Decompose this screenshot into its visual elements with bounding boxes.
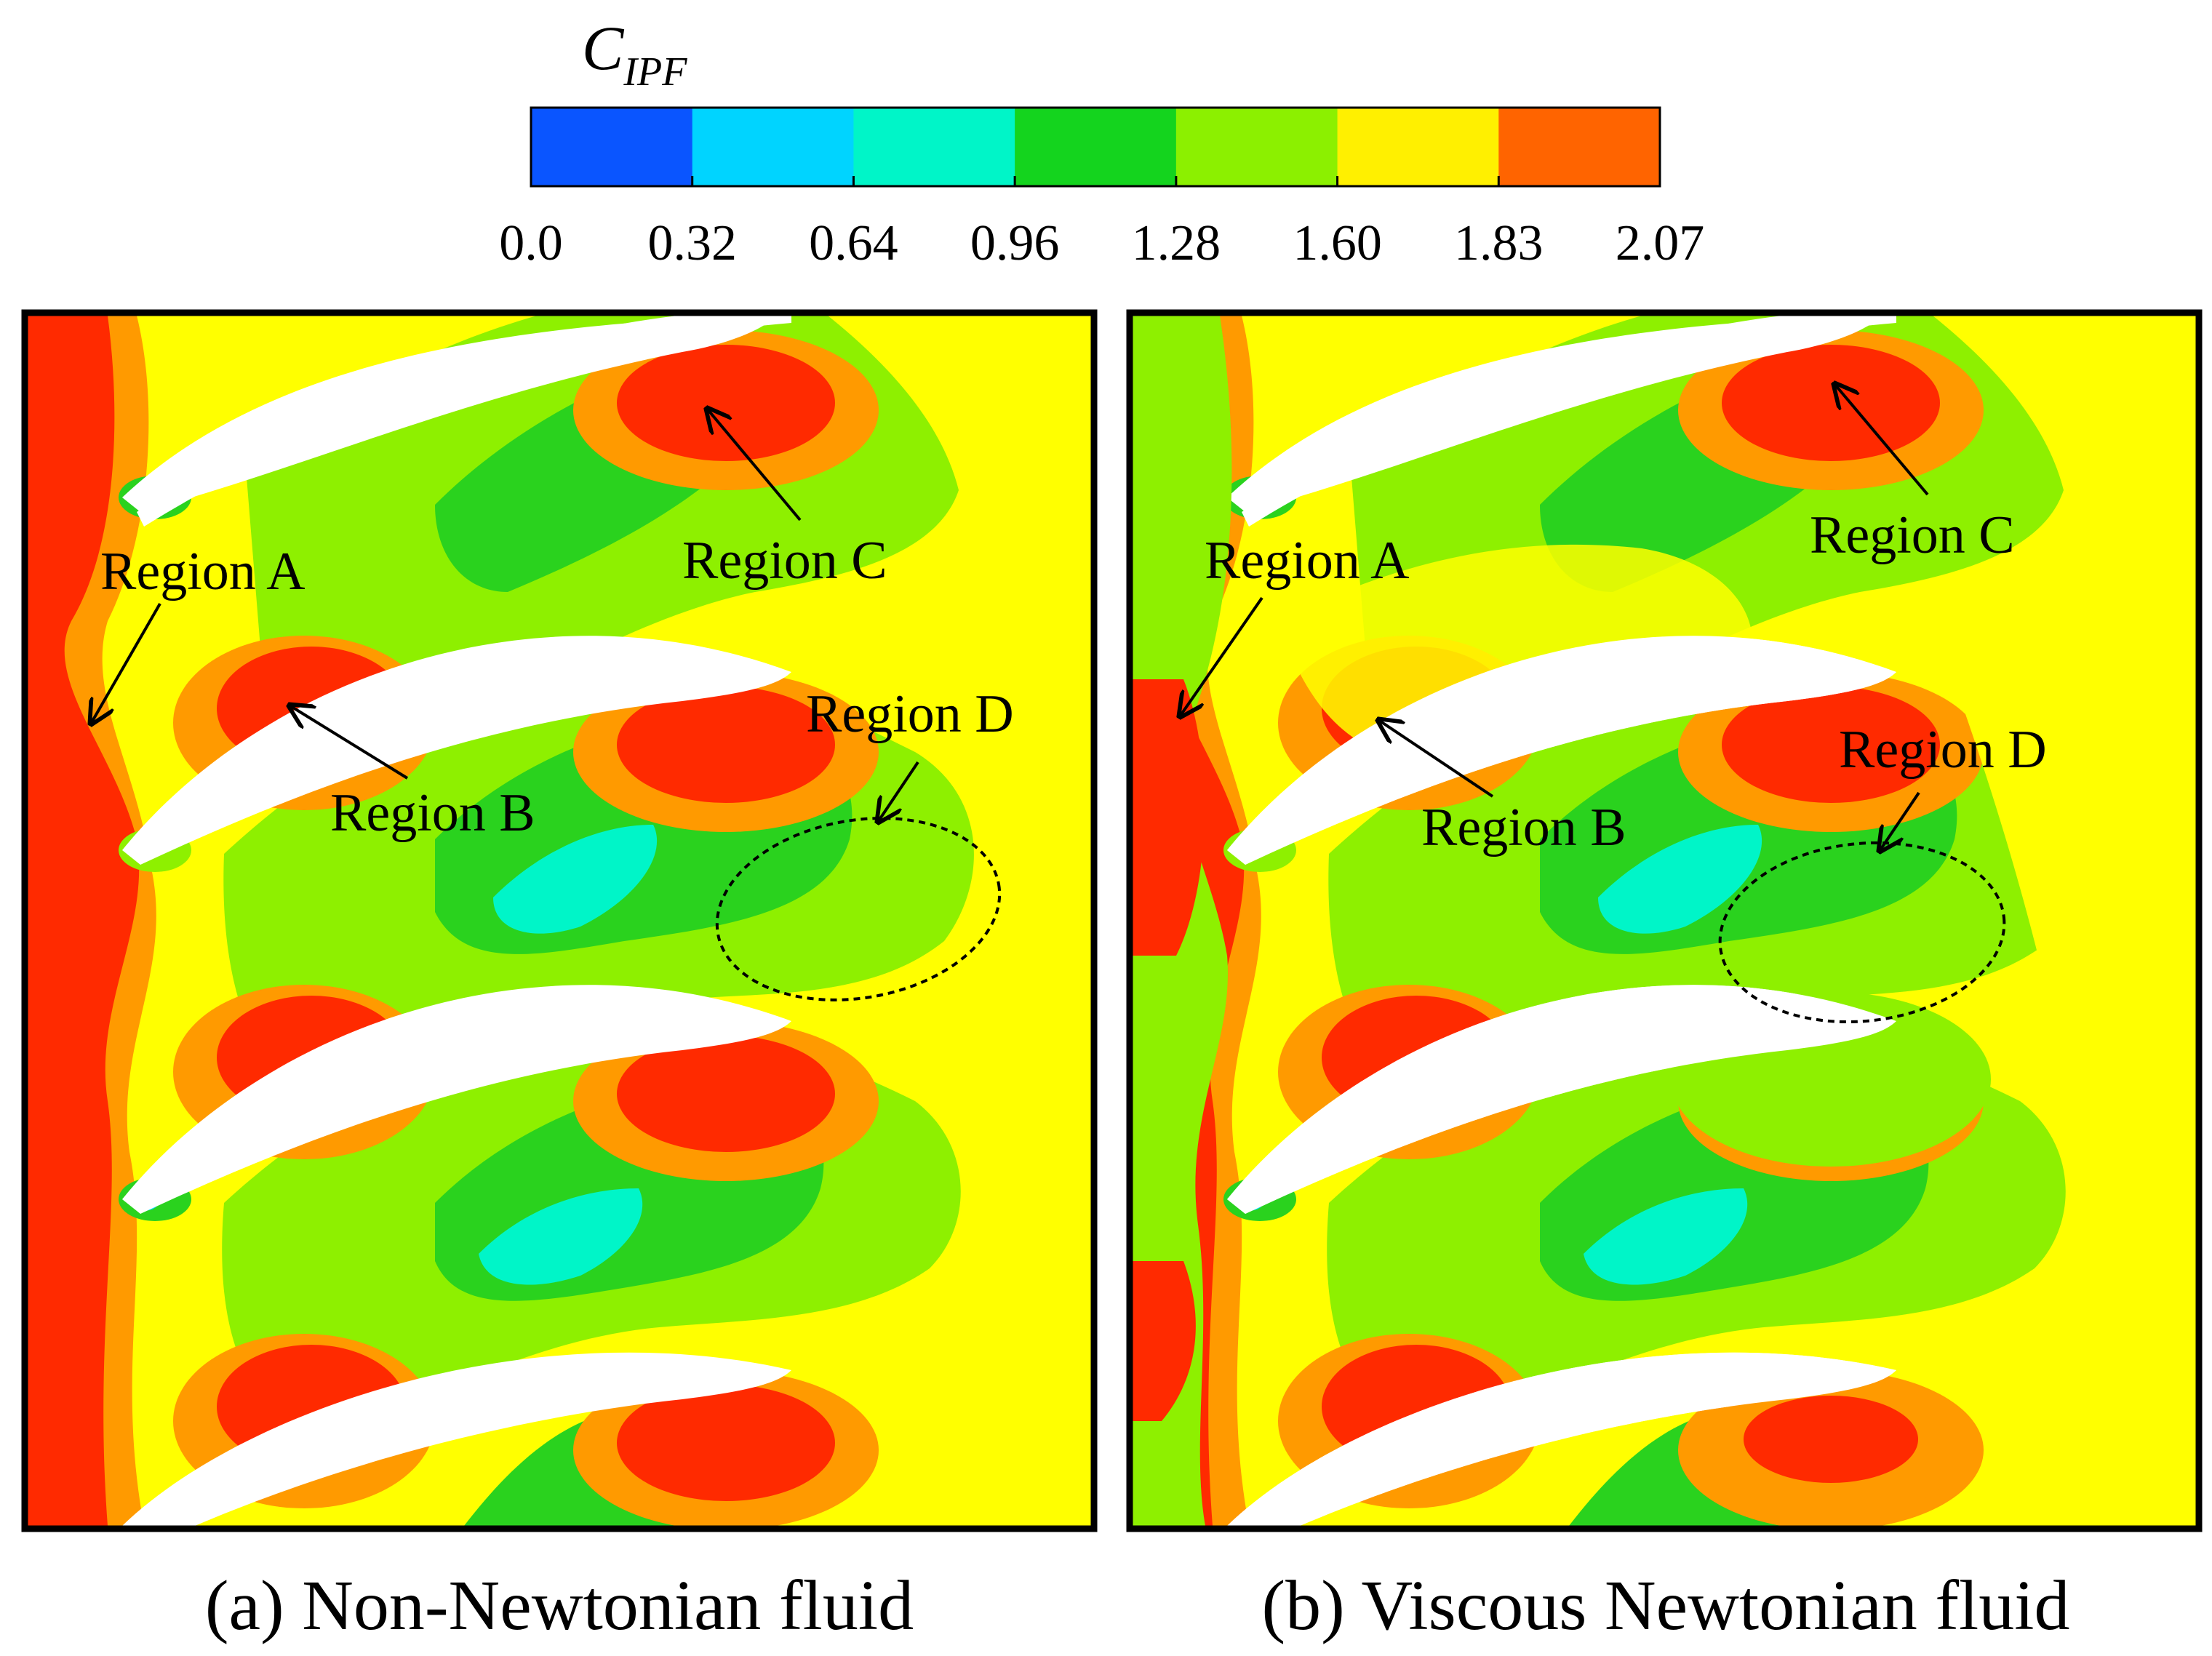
panel-a-contour — [28, 316, 1091, 1526]
colorbar-tick-label-6: 1.83 — [1454, 215, 1544, 271]
panel-a-region-c-arrow — [707, 409, 802, 521]
panel-b-region-b-arrow — [1378, 720, 1494, 798]
colorbar-tick-label-7: 2.07 — [1616, 215, 1705, 271]
panel-a-caption: (a) Non-Newtonian fluid — [205, 1567, 914, 1645]
panel-b-region-d-arrow — [1880, 791, 1920, 851]
colorbar-segment-2 — [853, 108, 1015, 186]
colorbar-segment-6 — [1498, 108, 1661, 186]
colorbar-segments — [531, 108, 1661, 186]
colorbar-tick-label-4: 1.28 — [1132, 215, 1221, 271]
colorbar-tick-label-1: 0.32 — [647, 215, 737, 271]
panel-b-frame — [1126, 309, 2203, 1532]
panel-b-caption: (b) Viscous Newtonian fluid — [1262, 1567, 2070, 1645]
panel-a-region-c-label: Region C — [682, 531, 887, 591]
panel-b-region-a-label: Region A — [1205, 531, 1410, 591]
colorbar-title: CIPF — [582, 13, 687, 95]
panel-b-region-b-label: Region B — [1421, 798, 1626, 857]
panel-a-region-a-label: Region A — [100, 542, 306, 601]
colorbar-tick-label-0: 0.0 — [499, 215, 563, 271]
panel-b-region-d-label: Region D — [1839, 720, 2047, 780]
colorbar-ticks: 0.0 0.32 0.64 0.96 1.28 1.60 1.83 2.07 — [499, 176, 1704, 271]
colorbar: CIPF 0.0 0.32 0.64 0.96 1.28 1.60 1.83 2.07 — [499, 13, 1704, 271]
panel-a-region-d-arrow — [878, 761, 919, 822]
panel-b-region-d-outline — [1718, 841, 2006, 1024]
colorbar-tick-label-3: 0.96 — [970, 215, 1060, 271]
colorbar-frame — [530, 106, 1661, 188]
colorbar-tick-label-5: 1.60 — [1293, 215, 1382, 271]
panel-b-region-c-arrow — [1834, 384, 1929, 496]
colorbar-segment-4 — [1175, 108, 1338, 186]
panel-a-region-d-outline — [715, 817, 1002, 1001]
colorbar-segment-3 — [1015, 108, 1177, 186]
panel-a: Region A Region B Region C Region D (a) … — [21, 309, 1098, 1645]
panel-a-region-a-arrow — [91, 603, 161, 724]
colorbar-segment-0 — [531, 108, 693, 186]
panel-b: Region A Region B Region C Region D (b) … — [1126, 309, 2203, 1645]
colorbar-segment-1 — [692, 108, 854, 186]
panel-a-region-b-arrow — [290, 705, 409, 780]
colorbar-segment-5 — [1337, 108, 1499, 186]
panel-a-region-b-label: Region B — [330, 783, 535, 843]
panel-a-region-d-label: Region D — [806, 684, 1014, 744]
panel-a-frame — [21, 309, 1098, 1532]
panel-b-region-c-label: Region C — [1810, 505, 2015, 565]
panel-b-region-a-arrow — [1180, 596, 1263, 716]
panel-b-contour — [1133, 316, 2196, 1526]
colorbar-tick-label-2: 0.64 — [809, 215, 898, 271]
